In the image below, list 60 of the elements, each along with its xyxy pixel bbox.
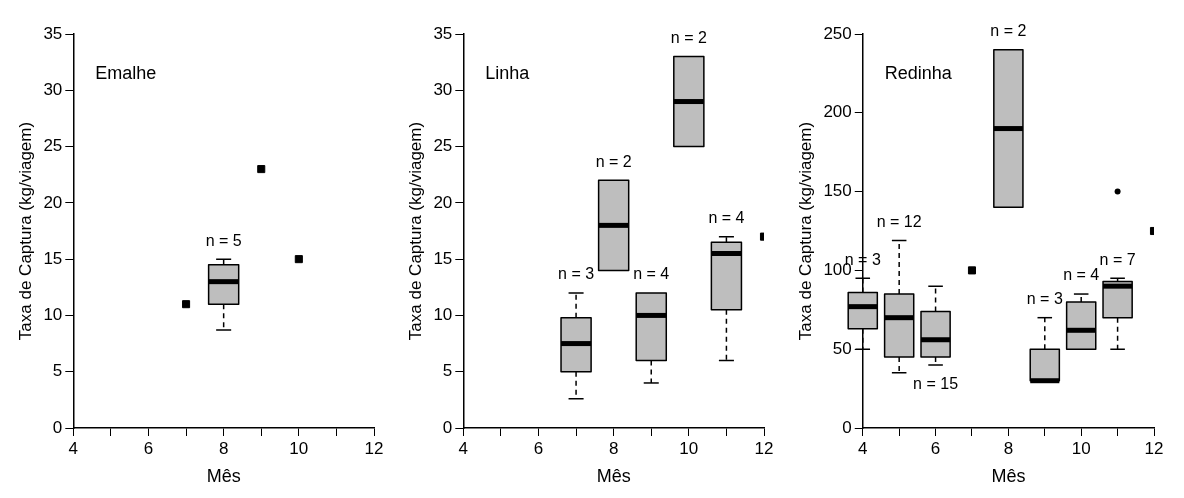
annotation: n = 2 — [990, 22, 1027, 40]
x-tick-label: 8 — [218, 438, 229, 458]
y-axis-title: Taxa de Captura (kg/viagem) — [405, 121, 425, 341]
y-tick-label: 25 — [433, 136, 453, 156]
y-tick-label: 25 — [43, 136, 63, 156]
text: Emalhe — [95, 62, 157, 83]
y-tick-label: 35 — [43, 23, 63, 43]
annotation: n = 4 — [633, 265, 670, 283]
y-tick-label: 30 — [433, 79, 453, 99]
annotation: n = 5 — [205, 231, 242, 249]
annotation: n = 4 — [708, 209, 745, 227]
y-tick-label: 5 — [442, 361, 453, 381]
annotation: n = 12 — [876, 212, 922, 230]
annotation: n = 3 — [1026, 290, 1063, 308]
y-tick-label: 5 — [52, 361, 63, 381]
y-tick-label: 0 — [52, 417, 63, 437]
annotation: n = 15 — [913, 375, 959, 393]
x-tick-label: 10 — [289, 438, 309, 458]
x-tick-label: 6 — [533, 438, 544, 458]
y-tick-label: 250 — [823, 23, 852, 43]
y-axis-title: Taxa de Captura (kg/viagem) — [15, 121, 35, 341]
point — [294, 255, 303, 264]
x-axis-title: Mês — [991, 466, 1026, 487]
x-tick-label: 10 — [679, 438, 699, 458]
y-tick-label: 0 — [442, 417, 453, 437]
y-tick-label: 35 — [433, 23, 453, 43]
text: Linha — [485, 62, 531, 83]
y-tick-label: 150 — [823, 181, 852, 201]
annotation: n = 2 — [670, 28, 707, 46]
y-tick-label: 20 — [43, 192, 63, 212]
point — [182, 300, 191, 309]
y-tick-label: 10 — [433, 305, 453, 325]
x-tick-label: 6 — [930, 438, 941, 458]
y-tick-label: 200 — [823, 102, 852, 122]
y-tick-label: 15 — [433, 248, 453, 268]
y-tick-label: 0 — [842, 417, 852, 437]
x-tick-label: 4 — [458, 438, 469, 458]
x-axis-title: Mês — [596, 466, 631, 487]
x-tick-label: 10 — [1071, 438, 1091, 458]
annotation: n = 2 — [595, 152, 632, 170]
y-tick-label: 30 — [43, 79, 63, 99]
x-tick-label: 8 — [608, 438, 619, 458]
annotation: n = 4 — [1063, 266, 1100, 284]
y-tick-label: 50 — [832, 338, 852, 358]
x-tick-label: 8 — [1003, 438, 1014, 458]
x-tick-label: 12 — [1144, 438, 1164, 458]
text: Redinha — [884, 62, 953, 83]
y-tick-label: 10 — [43, 305, 63, 325]
y-tick-label: 15 — [43, 248, 63, 268]
y-axis-title: Taxa de Captura (kg/viagem) — [795, 121, 815, 341]
annotation: n = 7 — [1099, 250, 1136, 268]
x-tick-label: 6 — [143, 438, 154, 458]
point — [257, 165, 266, 174]
x-tick-label: 12 — [364, 438, 384, 458]
x-tick-label: 4 — [68, 438, 79, 458]
x-axis-title: Mês — [206, 466, 241, 487]
x-tick-label: 4 — [858, 438, 868, 458]
x-tick-label: 12 — [754, 438, 774, 458]
annotation: n = 3 — [558, 265, 595, 283]
y-tick-label: 20 — [433, 192, 453, 212]
